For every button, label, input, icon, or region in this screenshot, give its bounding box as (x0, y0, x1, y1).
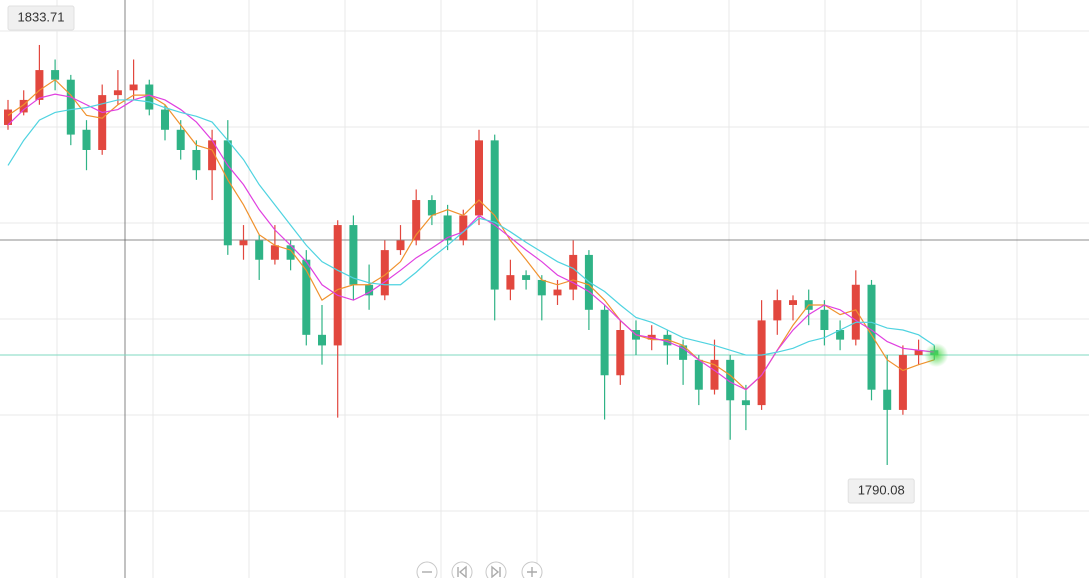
candle-body (19, 99, 28, 113)
candle-body (192, 149, 201, 171)
go-end-button[interactable] (485, 561, 507, 578)
candle-body (867, 284, 876, 390)
candle-body (349, 225, 358, 285)
candle-body (789, 300, 797, 305)
candle-body (616, 330, 625, 376)
candle-body (726, 359, 735, 401)
candle-body (443, 215, 452, 241)
candle-body (679, 345, 688, 360)
moving-average-line (7, 78, 935, 391)
candle-body (569, 254, 578, 290)
candle-body (537, 279, 546, 296)
candle-body (773, 300, 782, 321)
candle-body (710, 359, 719, 390)
candle-body (459, 215, 468, 241)
candle-body (239, 240, 248, 246)
price-label: 1790.08 (858, 482, 905, 497)
moving-average-line (7, 99, 935, 356)
candle-body (883, 389, 892, 410)
candle-body (851, 284, 860, 340)
price-label: 1833.71 (18, 9, 65, 24)
candle-body (553, 289, 562, 296)
candle-body (161, 109, 169, 130)
candle-body (506, 275, 515, 290)
candle-body (113, 90, 122, 96)
candle-body (396, 240, 405, 251)
candle-body (757, 320, 766, 406)
candle-body (820, 309, 829, 331)
candle-body (333, 225, 342, 346)
candle-body (176, 129, 185, 150)
candle-body (82, 129, 91, 150)
moving-average-line (7, 93, 935, 391)
candle-body (412, 200, 421, 241)
plot: 1833.71 1790.08 (0, 5, 1089, 504)
candle-body (129, 84, 138, 91)
candle-body (600, 309, 609, 376)
candle-body (66, 79, 75, 135)
navigation (416, 561, 543, 578)
go-start-button[interactable] (451, 561, 473, 578)
last-price-glow (924, 343, 949, 368)
candle-body (475, 140, 483, 216)
candle-body (4, 109, 12, 125)
candle-body (98, 95, 107, 150)
candle-body (51, 70, 60, 80)
candle-body (898, 355, 907, 410)
candle-body (145, 84, 154, 110)
candle-body (427, 200, 436, 216)
candle-body (914, 350, 923, 356)
candle-body (380, 250, 389, 296)
candle-body (255, 240, 264, 260)
candle-body (208, 140, 217, 171)
candle-body (836, 330, 845, 340)
zoom-out-button[interactable] (416, 561, 438, 578)
candle-body (741, 400, 750, 406)
candle-body (270, 245, 279, 260)
price-label-box (7, 5, 75, 31)
zoom-in-button[interactable] (521, 561, 543, 578)
candle-body (365, 284, 374, 296)
candle-body (35, 70, 44, 100)
candle-body (694, 359, 703, 390)
candle-body (286, 245, 295, 260)
price-label-box (847, 478, 915, 504)
candle-body (522, 275, 531, 280)
candle-body (302, 259, 311, 335)
candle-body (318, 334, 326, 346)
candle-body (223, 140, 232, 246)
